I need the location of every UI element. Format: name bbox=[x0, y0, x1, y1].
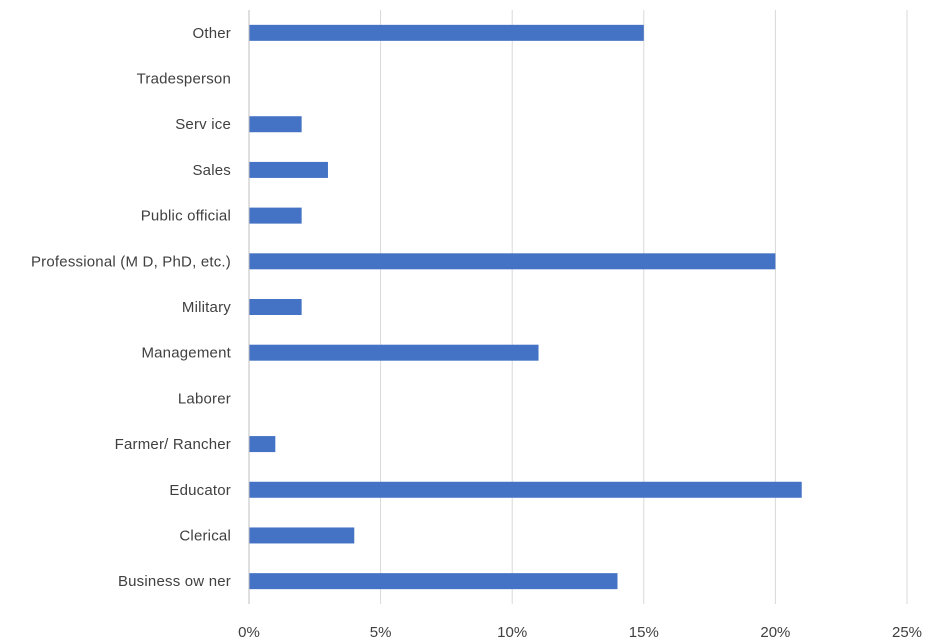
bar bbox=[249, 24, 644, 41]
x-tick-label: 5% bbox=[370, 624, 392, 641]
category-label: Business ow ner bbox=[118, 573, 231, 590]
bar bbox=[249, 436, 276, 453]
bar bbox=[249, 116, 302, 133]
category-label: Laborer bbox=[178, 390, 231, 407]
bar bbox=[249, 253, 776, 270]
category-label: Military bbox=[182, 299, 231, 316]
category-label: Other bbox=[192, 25, 231, 42]
category-label: Serv ice bbox=[175, 116, 231, 133]
bar bbox=[249, 573, 618, 590]
category-label: Clerical bbox=[179, 527, 231, 544]
x-tick-label: 20% bbox=[760, 624, 790, 641]
category-label: Farmer/ Rancher bbox=[115, 436, 231, 453]
bar bbox=[249, 344, 539, 361]
bar bbox=[249, 527, 355, 544]
category-labels: Business ow ner Clerical Educator Farmer/ R… bbox=[31, 25, 231, 590]
bar bbox=[249, 481, 802, 498]
category-label: Educator bbox=[169, 482, 231, 499]
x-tick-label: 15% bbox=[629, 624, 659, 641]
category-label: Tradesperson bbox=[137, 71, 231, 88]
x-tick-label: 10% bbox=[497, 624, 527, 641]
x-tick-label: 25% bbox=[892, 624, 922, 641]
category-label: Public official bbox=[141, 208, 231, 225]
bars bbox=[249, 24, 802, 590]
value-tick-labels: 0% 5% 10% 15% 20% 25% bbox=[238, 624, 922, 641]
category-label: Management bbox=[141, 345, 231, 362]
category-label: Professional (M D, PhD, etc.) bbox=[31, 253, 231, 270]
bar bbox=[249, 161, 328, 178]
gridlines bbox=[380, 10, 908, 604]
bar bbox=[249, 207, 302, 224]
bar bbox=[249, 299, 302, 315]
category-label: Sales bbox=[192, 162, 231, 179]
x-tick-label: 0% bbox=[238, 624, 260, 641]
